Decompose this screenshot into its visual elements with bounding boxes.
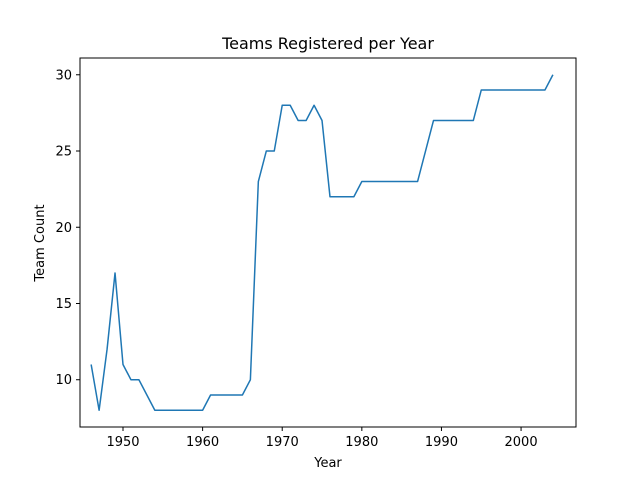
- y-tick-label: 10: [55, 373, 72, 388]
- y-tick-label: 20: [55, 221, 72, 236]
- x-axis: 1950 1960 1970 1980 1990 2000: [106, 427, 538, 450]
- x-tick-label: 1990: [425, 435, 458, 450]
- x-tick-label: 1950: [106, 435, 139, 450]
- series-line-0: [90, 74, 554, 411]
- plot-frame: [79, 57, 577, 428]
- y-tick-label: 15: [55, 297, 72, 312]
- x-tick-label: 1960: [186, 435, 219, 450]
- y-tick-label: 30: [55, 68, 72, 83]
- x-tick-label: 1970: [266, 435, 299, 450]
- x-axis-label: Year: [313, 456, 342, 471]
- y-axis: 10 15 20 25 30: [55, 68, 80, 388]
- plot-area: [79, 57, 577, 428]
- y-axis-label: Team Count: [33, 204, 48, 282]
- y-tick-label: 25: [55, 145, 72, 160]
- x-tick-label: 2000: [505, 435, 538, 450]
- x-tick-label: 1980: [345, 435, 378, 450]
- chart-title: Teams Registered per Year: [221, 34, 434, 53]
